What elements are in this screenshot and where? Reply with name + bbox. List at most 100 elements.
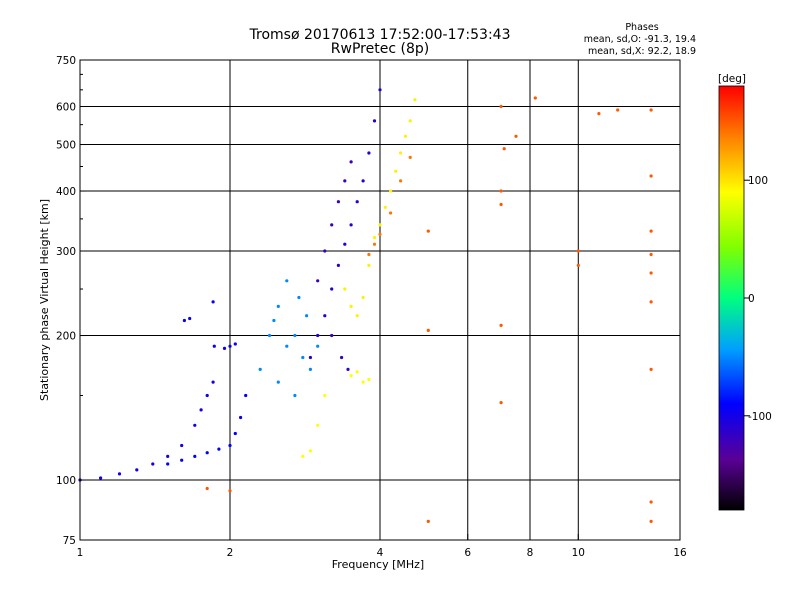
colorbar-ticks: 100 0 -100 — [744, 175, 772, 423]
data-point — [199, 408, 203, 412]
colorbar-title: [deg] — [718, 73, 746, 85]
data-point — [514, 134, 518, 138]
data-point — [233, 431, 237, 436]
data-point — [499, 189, 503, 193]
data-point — [502, 147, 506, 151]
data-point — [193, 423, 197, 427]
data-point — [233, 342, 237, 346]
data-point — [239, 415, 243, 420]
x-axis-label: Frequency [MHz] — [332, 558, 424, 571]
colorbar-tick-label: -100 — [748, 411, 772, 423]
data-point — [426, 328, 430, 332]
data-point — [576, 263, 580, 267]
data-point — [330, 223, 334, 227]
y-tick-label: 400 — [56, 186, 76, 198]
x-tick-label: 6 — [464, 547, 471, 559]
data-point — [99, 476, 103, 480]
data-point — [372, 242, 377, 246]
phase-stats-title: Phases — [625, 22, 658, 33]
data-point — [403, 134, 408, 138]
data-point — [349, 304, 353, 308]
axis-ticks: 1 2 4 6 8 10 16 75 100 200 300 400 500 600 750 — [56, 55, 687, 559]
data-point — [222, 346, 227, 350]
data-point — [372, 119, 377, 123]
data-point — [135, 468, 139, 472]
data-point — [389, 189, 393, 193]
data-point — [301, 355, 305, 360]
x-tick-label: 1 — [77, 547, 84, 559]
data-point — [293, 333, 297, 338]
colorbar-tick-label: 0 — [748, 293, 755, 305]
data-point — [378, 223, 382, 227]
x-tick-label: 10 — [572, 547, 585, 559]
data-point — [272, 318, 276, 323]
data-point — [305, 314, 309, 318]
phase-stats-x-mode: mean, sd,X: 92.2, 18.9 — [588, 46, 696, 57]
data-point — [301, 454, 305, 458]
data-point — [533, 96, 537, 100]
data-point — [499, 323, 503, 327]
data-point — [205, 486, 209, 491]
data-point — [367, 151, 371, 155]
data-point — [205, 393, 209, 398]
data-point — [212, 344, 216, 348]
data-point — [244, 393, 248, 398]
data-point — [336, 263, 340, 267]
data-point — [308, 355, 312, 360]
data-point — [343, 179, 347, 183]
data-point — [217, 447, 221, 451]
data-points — [78, 88, 653, 524]
data-point — [361, 179, 365, 183]
data-point — [408, 155, 412, 159]
data-point — [649, 367, 653, 371]
data-point — [383, 205, 387, 209]
y-tick-label: 600 — [56, 102, 76, 114]
data-point — [316, 423, 320, 427]
data-point — [228, 489, 232, 493]
data-point — [413, 98, 417, 102]
data-point — [316, 333, 320, 338]
data-point — [367, 252, 371, 257]
data-point — [297, 295, 301, 300]
data-point — [228, 344, 232, 348]
data-point — [211, 300, 215, 304]
data-point — [346, 367, 350, 371]
y-tick-label: 750 — [56, 55, 76, 67]
data-point — [316, 344, 320, 348]
data-point — [180, 443, 184, 448]
data-point — [343, 242, 347, 246]
data-point — [394, 169, 398, 173]
data-point — [426, 519, 430, 524]
data-point — [426, 229, 430, 233]
data-point — [576, 249, 580, 253]
data-point — [285, 279, 289, 283]
chart-title-line1: Tromsø 20170613 17:52:00-17:53:43 — [249, 27, 511, 43]
data-point — [649, 519, 653, 524]
data-point — [228, 443, 232, 448]
data-point — [323, 314, 327, 318]
x-tick-label: 2 — [227, 547, 234, 559]
data-point — [293, 393, 297, 398]
data-point — [349, 374, 353, 378]
data-point — [389, 211, 393, 215]
data-point — [211, 380, 215, 384]
data-point — [361, 380, 365, 384]
data-point — [193, 454, 197, 458]
y-tick-label: 300 — [56, 246, 76, 258]
data-point — [616, 108, 620, 112]
colorbar-tick-label: 100 — [748, 175, 768, 187]
data-point — [308, 367, 312, 371]
data-point — [649, 252, 653, 257]
y-tick-label: 75 — [63, 535, 76, 547]
x-tick-label: 16 — [673, 547, 687, 559]
data-point — [205, 451, 209, 455]
data-point — [117, 472, 122, 476]
data-point — [188, 316, 192, 321]
data-point — [649, 500, 653, 504]
data-point — [499, 401, 503, 405]
data-point — [408, 119, 412, 123]
data-point — [378, 88, 382, 92]
data-point — [308, 449, 312, 453]
data-point — [367, 377, 371, 382]
